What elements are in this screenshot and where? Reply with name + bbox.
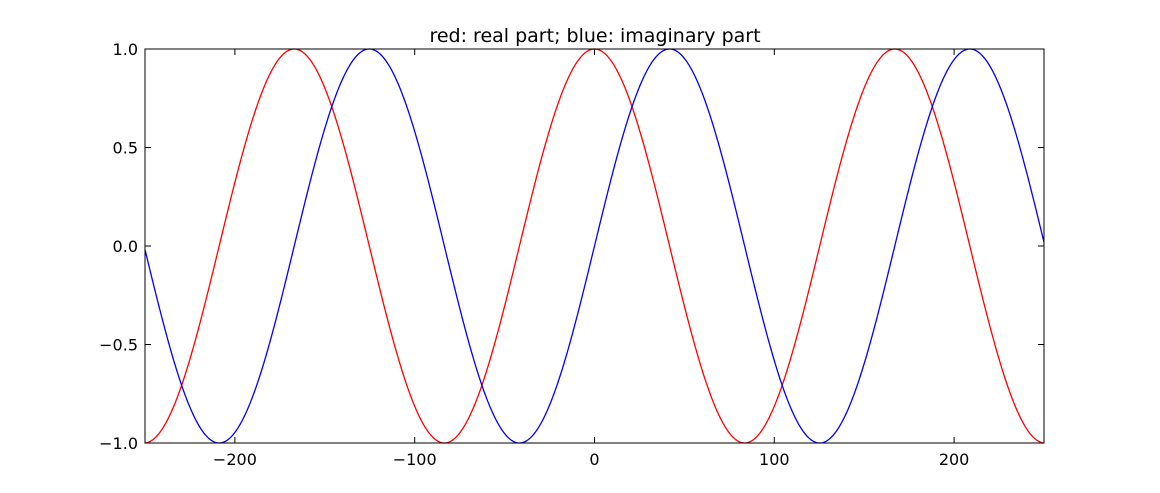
y-tick-label: 0.5 <box>113 139 138 158</box>
plot-area: −200 −100 0 100 200 −1.0 −0.5 0.0 0.5 1.0 <box>99 40 1045 469</box>
x-tick-label: 100 <box>759 450 790 469</box>
y-tick-label: −0.5 <box>99 336 138 355</box>
y-tick-label: 0.0 <box>113 237 138 256</box>
x-tick-label: 0 <box>589 450 599 469</box>
y-tick-label: 1.0 <box>113 40 138 59</box>
x-tick-label: 200 <box>939 450 970 469</box>
x-tick-label: −200 <box>213 450 257 469</box>
y-tick-label: −1.0 <box>99 434 138 453</box>
chart-title: red: real part; blue: imaginary part <box>429 25 760 47</box>
x-tick-label: −100 <box>393 450 437 469</box>
series-line-1 <box>144 48 1045 444</box>
tick-layer: −200 −100 0 100 200 −1.0 −0.5 0.0 0.5 1.0 <box>99 40 1044 469</box>
